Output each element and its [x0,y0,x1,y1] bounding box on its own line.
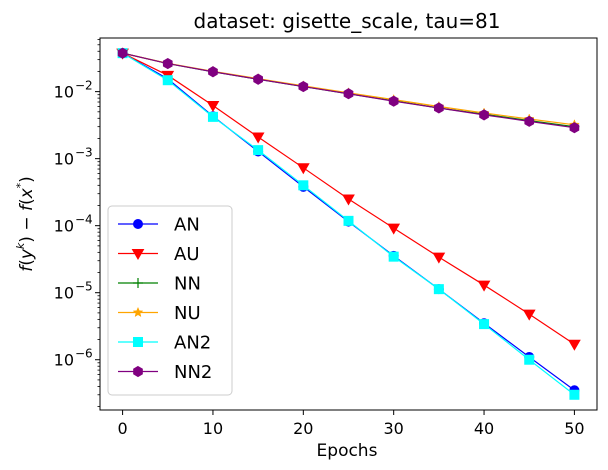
data-point-au [342,194,355,206]
x-tick-label: 30 [384,419,404,438]
legend-marker-nn2 [133,365,143,378]
legend-label-nn: NN [174,274,201,295]
legend-box [107,205,233,396]
data-point-nn2 [162,58,173,70]
y-tick-exponent: −4 [75,213,93,227]
data-point-an2 [253,145,264,156]
x-tick-label: 0 [117,419,127,438]
legend-marker-an2 [133,337,143,347]
legend-marker-nn [133,278,143,288]
data-point-an2 [343,215,354,226]
series-nn2 [117,47,580,134]
data-point-nn2 [343,88,354,100]
y-tick-label: 10 [54,351,74,370]
data-point-an2 [569,389,580,400]
data-point-au [477,280,491,292]
y-tick-label: 10 [54,284,74,303]
data-point-nn2 [253,73,263,85]
x-tick-label: 40 [474,419,494,438]
data-point-nn2 [569,122,580,134]
data-point-au [432,252,446,264]
x-axis-label: Epochs [317,441,378,461]
data-point-au [568,339,581,351]
data-point-nn2 [479,109,489,121]
data-point-nn2 [524,115,535,127]
data-point-au [206,101,220,113]
legend-marker-an [133,219,143,229]
chart-title: dataset: gisette_scale, tau=81 [194,9,501,33]
y-axis-label: f(yk) − f(x*) [14,176,37,272]
legend-label-an: AN [174,215,200,236]
y-tick-label: 10 [54,217,74,236]
x-axis: 0 10 20 30 40 50 [117,410,585,438]
data-point-an2 [524,354,535,365]
y-tick-exponent: −2 [75,79,93,93]
data-point-au [251,132,265,144]
data-point-an2 [479,319,490,330]
y-tick-label: 10 [54,150,74,169]
data-point-nn2 [388,95,399,107]
legend-label-an2: AN2 [174,333,211,354]
x-tick-label: 50 [564,419,584,438]
data-point-au [296,163,310,175]
data-point-an2 [433,284,444,295]
data-point-nn2 [117,47,128,59]
x-tick-label: 10 [203,419,223,438]
plot-area [116,47,581,400]
legend-label-nu: NU [174,303,201,324]
y-tick-exponent: −5 [75,280,93,294]
data-point-an2 [388,251,399,262]
legend: AN AU NN NU AN2 NN2 [107,205,233,396]
legend-marker-nu [132,306,144,318]
y-tick-exponent: −6 [75,347,93,361]
data-point-an2 [162,75,173,86]
legend-label-au: AU [174,244,200,265]
series-an2 [117,48,580,400]
x-tick-label: 20 [293,419,313,438]
legend-label-nn2: NN2 [174,362,212,383]
axes-frame [99,37,598,411]
legend-marker-au [131,249,145,260]
y-tick-label: 10 [54,83,74,102]
y-axis: 10−210−310−410−510−6 [54,39,100,407]
data-point-an2 [298,180,309,191]
data-point-nn2 [208,66,218,78]
data-point-nn2 [298,80,309,93]
data-point-au [522,309,536,321]
data-point-nn2 [434,102,444,114]
data-point-an2 [207,111,218,122]
y-tick-exponent: −3 [75,146,93,160]
data-point-au [387,223,401,235]
